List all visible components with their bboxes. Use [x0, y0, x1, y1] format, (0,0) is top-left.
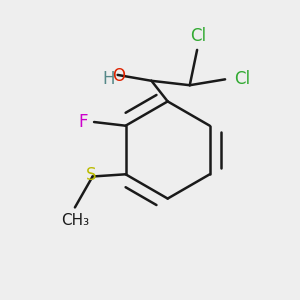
- Text: Cl: Cl: [234, 70, 250, 88]
- Text: F: F: [78, 113, 88, 131]
- Text: CH₃: CH₃: [61, 213, 89, 228]
- Text: S: S: [86, 166, 96, 184]
- Text: Cl: Cl: [190, 28, 207, 46]
- Text: O: O: [112, 68, 126, 85]
- Text: H: H: [103, 70, 115, 88]
